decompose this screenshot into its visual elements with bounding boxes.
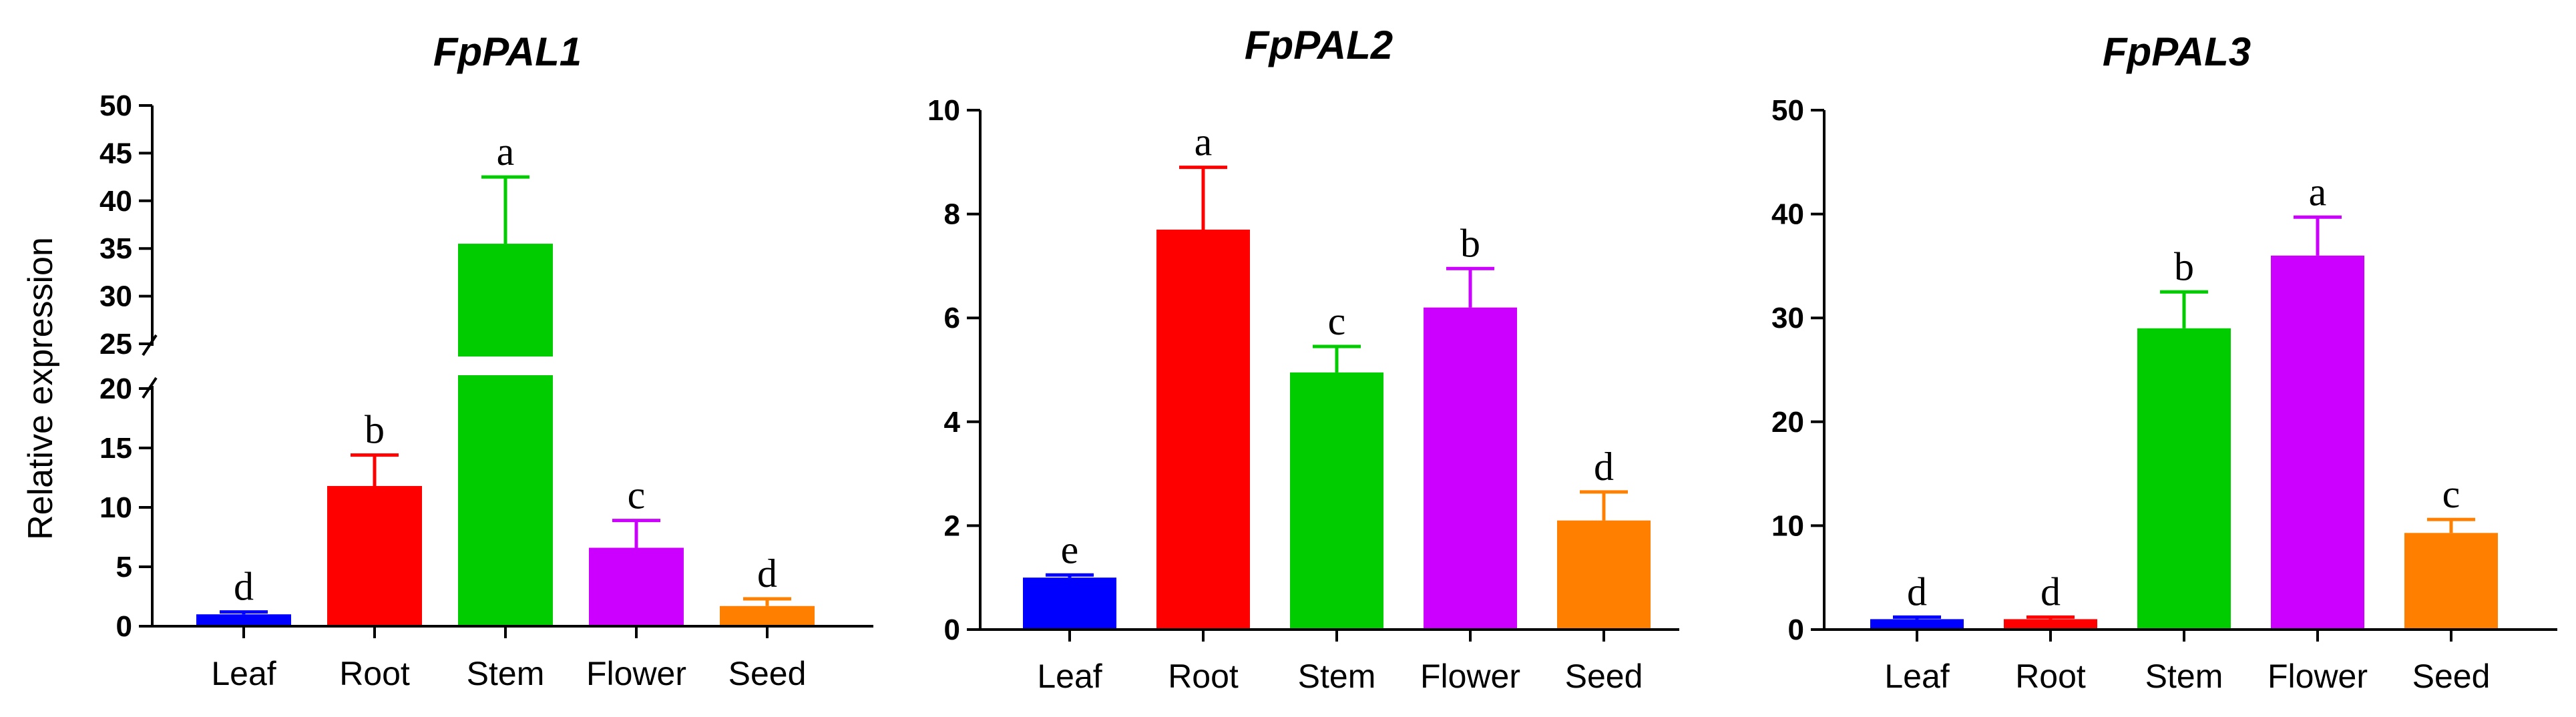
y-tick-label: 25: [99, 328, 132, 361]
bar-flower: [589, 547, 684, 626]
significance-label: c: [1328, 299, 1346, 343]
category-label: Flower: [1420, 658, 1520, 695]
axes: [1823, 110, 2557, 642]
bar-seed: [720, 606, 815, 626]
category-label: Seed: [2412, 658, 2491, 695]
y-tick-label: 50: [1771, 94, 1804, 127]
y-tick-label: 15: [99, 432, 132, 465]
y-tick-label: 40: [1771, 198, 1804, 231]
category-label: Stem: [1298, 658, 1376, 695]
significance-label: d: [1907, 569, 1927, 614]
chart-title: FpPAL1: [433, 29, 582, 74]
significance-label: d: [234, 565, 254, 609]
y-tick-group: 0 2 4 6 8 10: [927, 94, 980, 646]
y-tick-label: 50: [99, 89, 132, 122]
significance-label: a: [497, 130, 515, 174]
error-bar-group: [1893, 215, 2475, 620]
bar-group: [1870, 255, 2498, 630]
y-tick-label: 35: [99, 232, 132, 265]
y-tick-label: 2: [944, 509, 960, 542]
category-label: Stem: [2145, 658, 2223, 695]
chart-panel-fppal2: FpPAL2 0 2 4 6 8 10 e a c b d Leaf Root Stem Flower S…: [927, 23, 1679, 695]
y-tick-label: 10: [927, 94, 960, 127]
category-label: Root: [339, 655, 410, 692]
bar-stem: [458, 244, 553, 626]
error-bar-group: [220, 175, 791, 615]
significance-label: d: [757, 551, 777, 595]
chart-panel-fppal3: FpPAL3 0 10 20 30 40 50 d d b a c Leaf Root Stem Flo…: [1771, 29, 2557, 695]
category-label: Seed: [728, 655, 807, 692]
y-tick-label: 10: [1771, 509, 1804, 542]
bar-seed: [1557, 520, 1651, 630]
category-label-group: Leaf Root Stem Flower Seed: [211, 655, 806, 692]
bar-leaf: [196, 614, 291, 626]
axes: [979, 110, 1679, 642]
bar-leaf: [1870, 619, 1964, 630]
significance-label: d: [1594, 445, 1614, 489]
y-tick-label: 0: [116, 610, 132, 643]
y-tick-label: 45: [99, 137, 132, 170]
chart-panel-fppal1: FpPAL1 Relative expression 0 5 10 15 20 25 30 3…: [21, 29, 873, 692]
bar-group: [196, 244, 815, 626]
error-bar-group: [1046, 166, 1628, 578]
significance-label: c: [628, 473, 646, 517]
bar-seed: [2404, 533, 2498, 630]
y-tick-group: 0 10 20 30 40 50: [1771, 94, 1824, 646]
category-label: Leaf: [1884, 658, 1949, 695]
category-label: Root: [2015, 658, 2086, 695]
significance-label: e: [1061, 527, 1079, 571]
bar-root: [2004, 619, 2097, 630]
category-label-group: Leaf Root Stem Flower Seed: [1884, 658, 2490, 695]
category-label: Stem: [467, 655, 545, 692]
significance-label-group: d d b a c: [1907, 170, 2460, 614]
significance-label: b: [2174, 244, 2194, 288]
bar-leaf: [1023, 577, 1116, 630]
category-label: Leaf: [1037, 658, 1102, 695]
y-tick-label: 8: [944, 198, 960, 231]
category-label-group: Leaf Root Stem Flower Seed: [1037, 658, 1643, 695]
y-tick-label: 4: [944, 406, 961, 439]
significance-label: c: [2442, 472, 2460, 516]
significance-label: b: [1460, 221, 1480, 265]
y-tick-label: 10: [99, 491, 132, 524]
y-tick-label: 5: [116, 551, 132, 583]
significance-label-group: e a c b d: [1061, 120, 1614, 572]
significance-label: b: [365, 408, 385, 452]
chart-title: FpPAL2: [1245, 23, 1393, 67]
bar-stem: [2137, 328, 2231, 630]
significance-label: a: [1195, 120, 1213, 164]
bar-group: [1023, 229, 1651, 630]
y-tick-label: 0: [944, 614, 960, 646]
bar-stem: [1290, 372, 1383, 630]
y-tick-label: 30: [1771, 302, 1804, 334]
y-tick-label: 0: [1788, 614, 1804, 646]
axis-break-gap: [457, 356, 554, 375]
bar-root: [327, 485, 422, 626]
bar-flower: [1424, 307, 1517, 630]
y-axis-label: Relative expression: [21, 237, 60, 540]
y-tick-group: 0 5 10 15 20 25 30 35 40 45 50: [99, 89, 152, 643]
significance-label-group: d b a c d: [234, 130, 777, 609]
y-tick-label: 6: [944, 302, 960, 334]
category-label: Flower: [586, 655, 686, 692]
chart-title: FpPAL3: [2103, 29, 2251, 74]
category-label: Root: [1168, 658, 1239, 695]
y-tick-label: 40: [99, 185, 132, 218]
category-label: Seed: [1565, 658, 1643, 695]
y-tick-label: 20: [1771, 406, 1804, 439]
significance-label: a: [2309, 170, 2327, 214]
bar-root: [1156, 229, 1250, 630]
category-label: Leaf: [211, 655, 276, 692]
bar-flower: [2271, 255, 2364, 630]
significance-label: d: [2041, 569, 2061, 614]
y-tick-label: 20: [99, 373, 132, 405]
category-label: Flower: [2268, 658, 2368, 695]
y-tick-label: 30: [99, 280, 132, 313]
